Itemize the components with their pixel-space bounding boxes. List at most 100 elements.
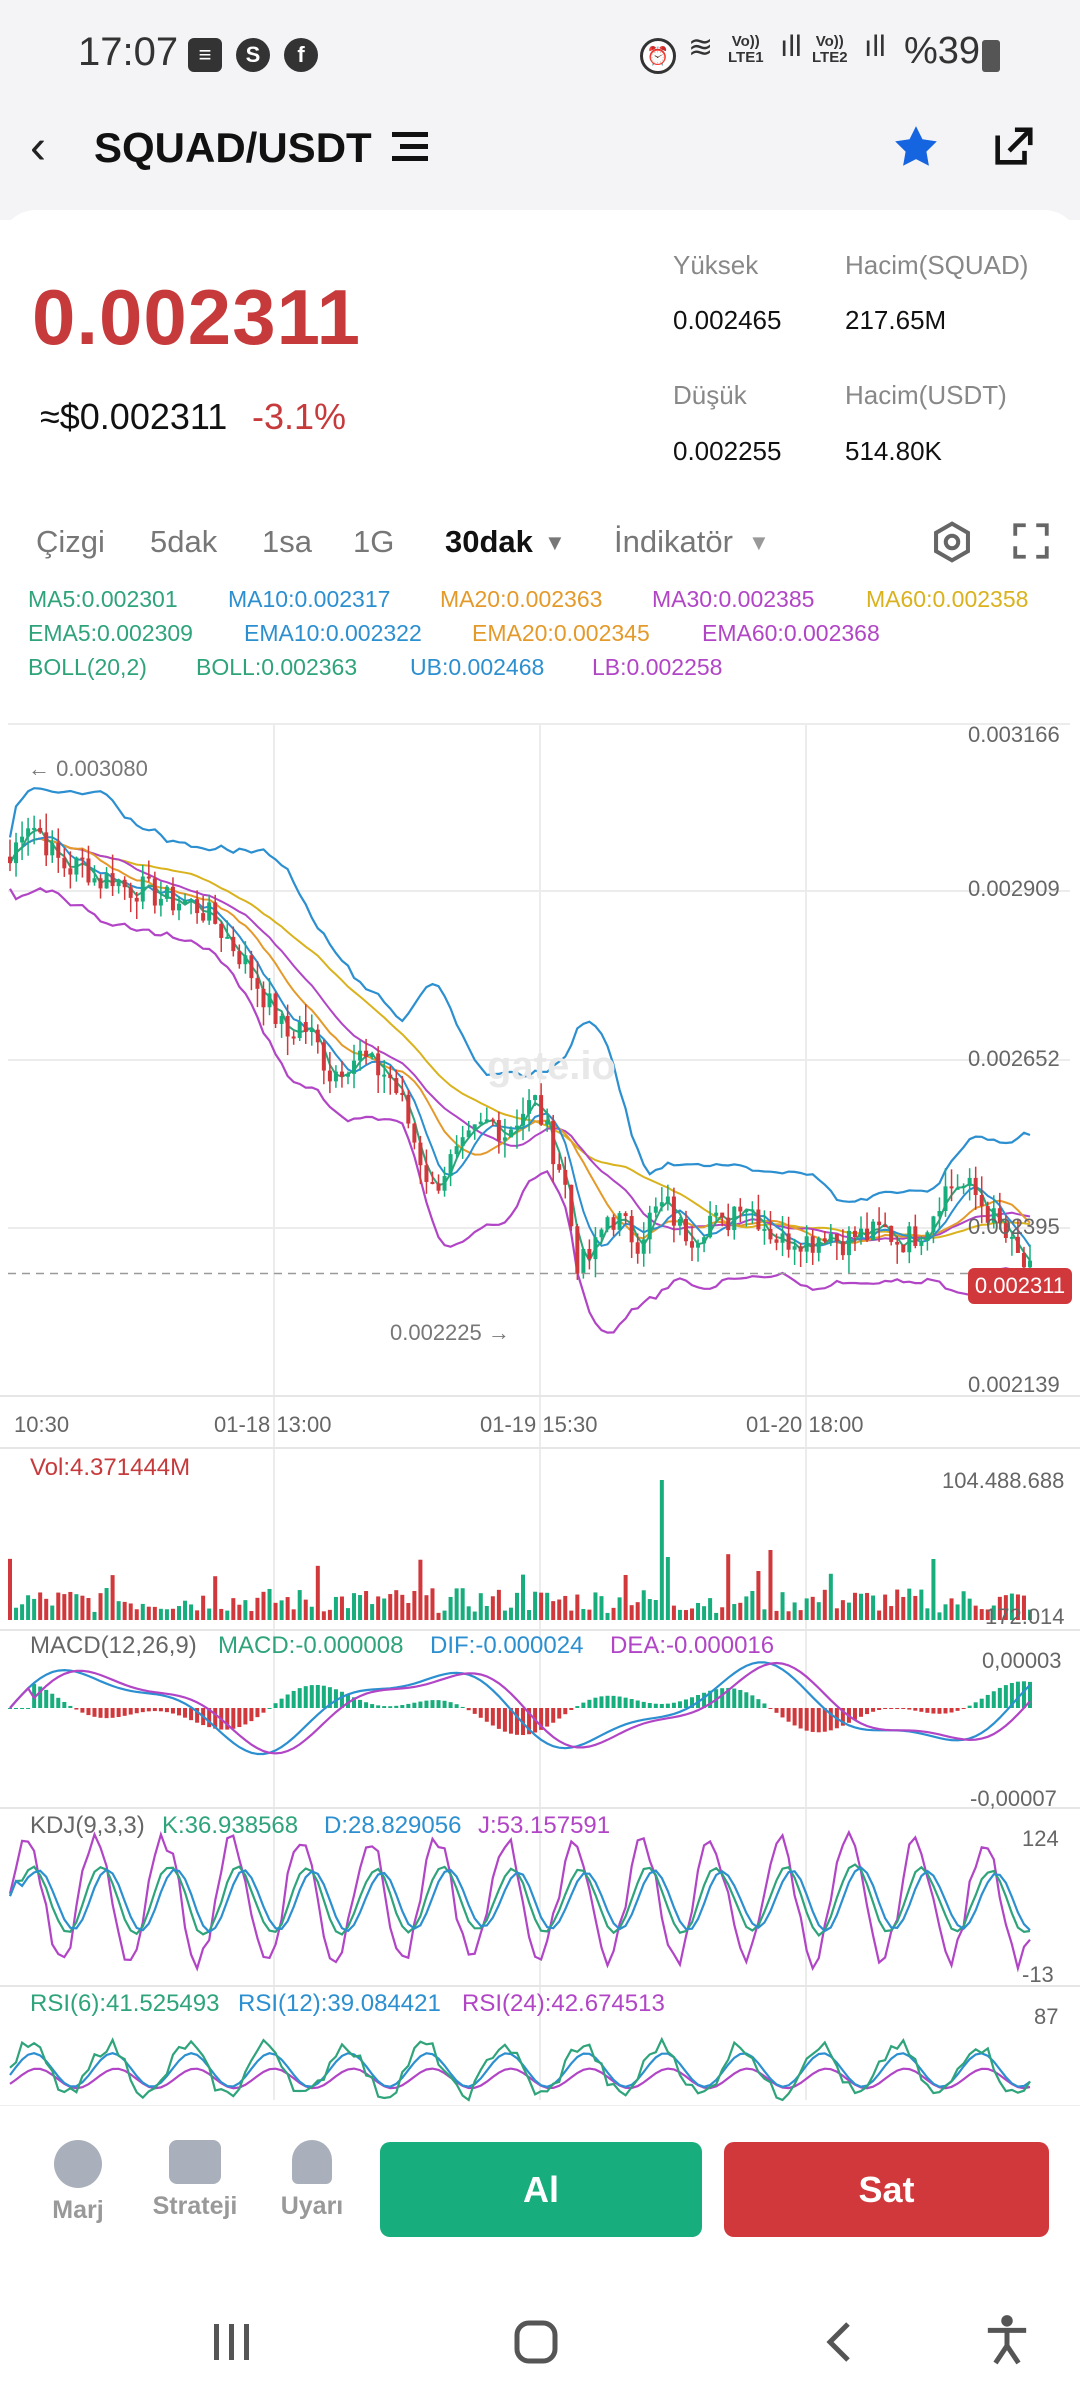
macd-histogram-bar bbox=[382, 1706, 387, 1708]
candle-body bbox=[557, 1164, 562, 1170]
candle-body bbox=[702, 1237, 707, 1244]
macd-histogram-bar bbox=[1015, 1681, 1020, 1708]
signal-icon: ıll bbox=[780, 30, 802, 63]
tab-1d[interactable]: 1G bbox=[353, 524, 395, 559]
back-nav-icon[interactable] bbox=[822, 2320, 858, 2364]
candlestick-chart[interactable] bbox=[0, 716, 1080, 2106]
favorite-star-icon[interactable] bbox=[890, 122, 942, 172]
volume-bar bbox=[985, 1609, 990, 1620]
candle-body bbox=[394, 1078, 399, 1094]
fullscreen-icon[interactable] bbox=[1010, 520, 1052, 562]
tab-indicators[interactable]: İndikatör bbox=[614, 524, 733, 559]
macd-histogram-bar bbox=[273, 1703, 278, 1708]
macd-histogram-bar bbox=[581, 1702, 586, 1708]
candle-body bbox=[122, 879, 127, 888]
candle-body bbox=[720, 1212, 725, 1218]
pair-list-icon[interactable] bbox=[392, 130, 428, 164]
volume-bar bbox=[345, 1608, 350, 1620]
tab-30min[interactable]: 30dak bbox=[445, 524, 533, 559]
sell-button[interactable]: Sat bbox=[724, 2142, 1049, 2237]
candle-body bbox=[376, 1053, 381, 1076]
volume-bar bbox=[599, 1596, 604, 1620]
s-app-icon: S bbox=[236, 38, 270, 72]
candle-body bbox=[762, 1228, 767, 1231]
macd-histogram-bar bbox=[508, 1708, 513, 1734]
macd-histogram-bar bbox=[1021, 1681, 1026, 1708]
volume-bar bbox=[895, 1589, 900, 1620]
candle-body bbox=[309, 1029, 314, 1033]
volume-bar bbox=[122, 1601, 127, 1620]
candle-body bbox=[714, 1212, 719, 1216]
macd-histogram-bar bbox=[683, 1699, 688, 1708]
legend-item: EMA20:0.002345 bbox=[472, 620, 650, 646]
macd-histogram-bar bbox=[225, 1708, 230, 1730]
candle-body bbox=[659, 1202, 664, 1207]
volume-bar bbox=[309, 1606, 314, 1620]
tab-5min[interactable]: 5dak bbox=[150, 524, 218, 559]
candle-body bbox=[56, 842, 61, 858]
macd-histogram-bar bbox=[128, 1708, 133, 1715]
macd-histogram-bar bbox=[152, 1708, 157, 1712]
candle-body bbox=[382, 1074, 387, 1077]
volume-bar bbox=[702, 1606, 707, 1620]
macd-histogram-bar bbox=[551, 1708, 556, 1723]
accessibility-icon[interactable] bbox=[984, 2312, 1030, 2368]
volume-base-value: 217.65M bbox=[845, 305, 947, 335]
candle-body bbox=[140, 876, 145, 902]
candle-body bbox=[273, 993, 278, 1024]
macd-histogram-bar bbox=[605, 1695, 610, 1708]
macd-histogram-bar bbox=[170, 1708, 175, 1714]
candle-body bbox=[871, 1221, 876, 1241]
macd-histogram-bar bbox=[750, 1695, 755, 1708]
recent-apps-icon[interactable] bbox=[210, 2320, 254, 2364]
tab-1h[interactable]: 1sa bbox=[262, 524, 312, 559]
volume-bar bbox=[533, 1591, 538, 1620]
volume-bar bbox=[134, 1609, 139, 1620]
candle-body bbox=[605, 1217, 610, 1230]
candle-body bbox=[979, 1194, 984, 1207]
strategy-button[interactable]: Strateji bbox=[150, 2140, 240, 2221]
candle-body bbox=[92, 878, 97, 883]
buy-button[interactable]: Al bbox=[380, 2142, 702, 2237]
candle-body bbox=[315, 1029, 320, 1043]
candle-body bbox=[840, 1241, 845, 1256]
volume-bar bbox=[635, 1602, 640, 1620]
macd-histogram-bar bbox=[38, 1686, 43, 1708]
volume-bar bbox=[979, 1609, 984, 1620]
volume-bar bbox=[478, 1593, 483, 1620]
volume-bar bbox=[623, 1574, 628, 1620]
volume-bar bbox=[871, 1595, 876, 1620]
price-axis-label: 0.002652 bbox=[968, 1046, 1060, 1071]
legend-item: UB:0.002468 bbox=[410, 654, 545, 680]
home-icon[interactable] bbox=[512, 2318, 560, 2366]
volume-bar bbox=[798, 1610, 803, 1620]
macd-histogram-bar bbox=[569, 1708, 574, 1710]
back-icon[interactable]: ‹ bbox=[30, 121, 46, 174]
macd-histogram-bar bbox=[979, 1698, 984, 1708]
macd-histogram-bar bbox=[786, 1708, 791, 1722]
volume-bar bbox=[183, 1600, 188, 1620]
legend-item: MA5:0.002301 bbox=[28, 586, 178, 612]
candle-body bbox=[798, 1246, 803, 1252]
pair-title[interactable]: SQUAD/USDT bbox=[94, 124, 372, 171]
bollinger-upper-line bbox=[8, 787, 1031, 1203]
volume-bar bbox=[575, 1594, 580, 1620]
kdj-axis-min: -13 bbox=[1022, 1962, 1054, 1987]
volume-bar bbox=[581, 1608, 586, 1620]
volume-bar bbox=[213, 1576, 218, 1620]
chart-settings-icon[interactable] bbox=[930, 520, 974, 564]
candle-body bbox=[261, 988, 266, 1008]
macd-histogram-bar bbox=[925, 1708, 930, 1713]
margin-button[interactable]: Marj bbox=[38, 2140, 118, 2225]
volume-bar bbox=[364, 1591, 369, 1620]
kdj-k-line bbox=[8, 1863, 1031, 1937]
tab-line[interactable]: Çizgi bbox=[36, 524, 105, 559]
volume-bar bbox=[973, 1605, 978, 1620]
volume-bar bbox=[852, 1592, 857, 1620]
alert-button[interactable]: Uyarı bbox=[272, 2140, 352, 2221]
volume-bar bbox=[152, 1606, 157, 1620]
macd-histogram-bar bbox=[176, 1708, 181, 1716]
volume-bar bbox=[611, 1607, 616, 1620]
share-icon[interactable] bbox=[990, 124, 1036, 170]
volume-bar bbox=[967, 1598, 972, 1620]
